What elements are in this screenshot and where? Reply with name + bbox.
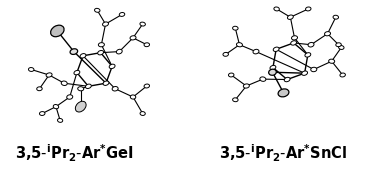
Ellipse shape (232, 98, 238, 102)
Ellipse shape (53, 105, 59, 109)
Ellipse shape (80, 54, 86, 58)
Ellipse shape (109, 64, 115, 69)
Ellipse shape (223, 52, 228, 56)
Ellipse shape (94, 8, 100, 12)
Ellipse shape (39, 112, 45, 115)
Ellipse shape (98, 50, 104, 55)
Ellipse shape (78, 87, 84, 91)
Ellipse shape (325, 32, 330, 36)
Ellipse shape (51, 25, 64, 37)
Ellipse shape (260, 77, 266, 81)
Ellipse shape (130, 95, 136, 99)
Ellipse shape (284, 77, 290, 82)
Ellipse shape (119, 13, 125, 16)
Ellipse shape (140, 112, 145, 115)
Ellipse shape (237, 43, 242, 47)
Ellipse shape (37, 87, 42, 91)
Ellipse shape (278, 89, 289, 97)
Ellipse shape (291, 36, 297, 40)
Ellipse shape (57, 119, 63, 122)
Ellipse shape (302, 71, 308, 75)
Ellipse shape (339, 46, 344, 49)
Text: $\mathbf{3{,}5\text{-}^{i}Pr_{2}\text{-}Ar^{*}GeI}$: $\mathbf{3{,}5\text{-}^{i}Pr_{2}\text{-}… (15, 142, 134, 164)
Ellipse shape (243, 84, 249, 88)
Ellipse shape (274, 7, 279, 11)
Ellipse shape (269, 69, 276, 75)
Ellipse shape (75, 101, 86, 112)
Ellipse shape (305, 7, 311, 11)
Ellipse shape (305, 53, 311, 57)
Ellipse shape (140, 22, 146, 26)
Ellipse shape (228, 73, 234, 77)
Ellipse shape (308, 42, 314, 47)
Ellipse shape (232, 26, 238, 30)
Ellipse shape (102, 22, 108, 26)
Ellipse shape (74, 70, 80, 75)
Ellipse shape (116, 49, 122, 54)
Ellipse shape (70, 49, 77, 55)
Ellipse shape (130, 36, 136, 40)
Ellipse shape (287, 15, 293, 19)
Ellipse shape (46, 73, 52, 77)
Ellipse shape (112, 87, 118, 91)
Ellipse shape (85, 84, 91, 89)
Ellipse shape (61, 81, 67, 85)
Ellipse shape (144, 43, 150, 47)
Ellipse shape (333, 15, 339, 19)
Ellipse shape (67, 95, 73, 99)
Ellipse shape (311, 67, 317, 72)
Ellipse shape (328, 59, 335, 63)
Ellipse shape (273, 47, 279, 51)
Ellipse shape (98, 43, 104, 47)
Ellipse shape (28, 68, 34, 71)
Ellipse shape (340, 73, 345, 77)
Ellipse shape (336, 43, 341, 47)
Ellipse shape (270, 65, 276, 70)
Ellipse shape (253, 49, 259, 54)
Ellipse shape (291, 41, 296, 45)
Ellipse shape (103, 81, 109, 85)
Ellipse shape (144, 84, 150, 88)
Text: $\mathbf{3{,}5\text{-}^{i}Pr_{2}\text{-}Ar^{*}SnCl}$: $\mathbf{3{,}5\text{-}^{i}Pr_{2}\text{-}… (219, 142, 348, 164)
